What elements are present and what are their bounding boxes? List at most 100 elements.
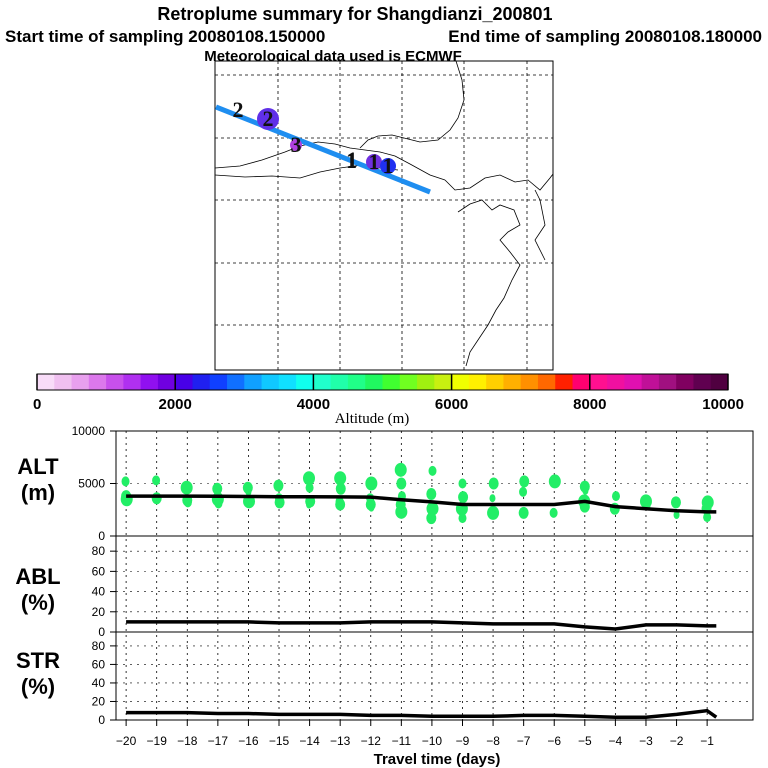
colorbar-segment (106, 374, 124, 390)
alt-label: ALT (17, 454, 59, 479)
colorbar-segment (417, 374, 435, 390)
colorbar-axis-label: Altitude (m) (335, 411, 410, 427)
alt-scatter (120, 462, 714, 525)
alt-scatter-point (518, 506, 529, 519)
y-tick-label: 0 (98, 529, 105, 543)
colorbar-segment (313, 374, 332, 390)
alt-scatter-point (548, 474, 561, 489)
plume-marker-label: 1 (369, 149, 380, 174)
x-tick-label: −7 (517, 734, 531, 748)
alt-scatter-point (582, 486, 589, 495)
alt-scatter-point (426, 488, 437, 500)
x-tick-label: −6 (547, 734, 561, 748)
str-y-ticks: 80 60 40 20 0 (92, 639, 116, 727)
alt-scatter-point (305, 482, 314, 493)
colorbar-segment (296, 374, 314, 390)
colorbar-segment (624, 374, 643, 390)
colorbar-segment (192, 374, 211, 390)
alt-scatter-point (458, 491, 469, 504)
colorbar-segment (693, 374, 712, 390)
alt-scatter-point (519, 475, 530, 488)
x-tick-label: −20 (116, 734, 137, 748)
x-tick-label: −12 (361, 734, 382, 748)
colorbar-segment (589, 374, 608, 390)
colorbar-segment (140, 374, 159, 390)
alt-scatter-point (335, 498, 346, 511)
alt-scatter-point (396, 477, 407, 490)
colorbar-segment (244, 374, 263, 390)
alt-scatter-point (670, 496, 681, 509)
alt-scatter-point (487, 505, 500, 520)
alt-scatter-point (273, 479, 284, 492)
alt-scatter-point (335, 482, 346, 495)
colorbar-segment (227, 374, 245, 390)
alt-scatter-point (394, 462, 407, 477)
x-axis-ticks: −20 −19 −18 −17 −16 −15 −14 −13 −12 −11 −10 −9 −8 −7 −… (116, 720, 714, 748)
colorbar-segment (434, 374, 453, 390)
alt-scatter-point (368, 503, 375, 512)
abl-unit: (%) (21, 590, 55, 615)
plume-marker-dot (290, 139, 302, 151)
plume-markers: 2 231 1 11 (233, 97, 396, 178)
colorbar-tick-label: 0 (33, 396, 41, 413)
colorbar-segment (347, 374, 366, 390)
map-gridlines (215, 61, 553, 370)
start-time: Start time of sampling 20080108.150000 (5, 27, 325, 46)
str-label: STR (16, 648, 60, 673)
plume-marker-dot (380, 158, 396, 174)
plume-marker-label: 1 (383, 153, 394, 178)
alt-scatter-point (305, 500, 312, 509)
colorbar-segment (37, 374, 55, 390)
x-tick-label: −3 (639, 734, 653, 748)
alt-scatter-point (428, 465, 437, 476)
colorbar-segment (451, 374, 470, 390)
x-tick-label: −17 (208, 734, 229, 748)
alt-trend-line (126, 494, 717, 514)
str-unit: (%) (21, 674, 55, 699)
y-tick-label: 10000 (72, 424, 106, 438)
y-tick-label: 0 (98, 625, 105, 639)
plume-marker-dot (257, 108, 279, 130)
colorbar-segment (261, 374, 280, 390)
x-tick-label: −8 (486, 734, 500, 748)
alt-scatter-point (519, 486, 528, 497)
abl-line (126, 620, 717, 631)
y-tick-label: 0 (98, 713, 105, 727)
x-tick-label: −5 (578, 734, 592, 748)
alt-scatter-point (549, 507, 558, 518)
alt-scatter-point (214, 498, 223, 509)
alt-scatter-point (334, 471, 347, 486)
y-tick-label: 40 (92, 676, 106, 690)
alt-scatter-point (489, 494, 496, 503)
plume-centroid-line (215, 104, 431, 195)
colorbar-segment (607, 374, 625, 390)
colorbar-segment (71, 374, 90, 390)
colorbar-segment (399, 374, 418, 390)
alt-scatter-point (426, 512, 437, 525)
x-tick-label: −16 (238, 734, 259, 748)
alt-scatter-point (488, 477, 499, 490)
abl-y-ticks: 80 60 40 20 0 (92, 544, 116, 639)
y-tick-label: 80 (92, 544, 106, 558)
colorbar-segment (641, 374, 660, 390)
alt-scatter-point (245, 487, 252, 496)
abl-label: ABL (15, 564, 60, 589)
alt-scatter-point (426, 501, 439, 516)
x-tick-label: −2 (670, 734, 684, 748)
colorbar-tick-label: 6000 (435, 396, 468, 413)
colorbar-segment (658, 374, 677, 390)
alt-scatter-point (152, 475, 161, 486)
str-line (126, 708, 718, 719)
x-tick-label: −1 (700, 734, 714, 748)
alt-scatter-point (611, 491, 620, 502)
alt-scatter-point (458, 478, 467, 489)
panel-gridlines (116, 431, 753, 720)
colorbar-segment (468, 374, 487, 390)
colorbar-segment (676, 374, 694, 390)
x-tick-label: −11 (392, 734, 412, 748)
colorbar-segment (330, 374, 349, 390)
plume-marker-label: 2 (233, 97, 244, 122)
alt-scatter-point (458, 513, 467, 524)
x-tick-label: −15 (269, 734, 290, 748)
